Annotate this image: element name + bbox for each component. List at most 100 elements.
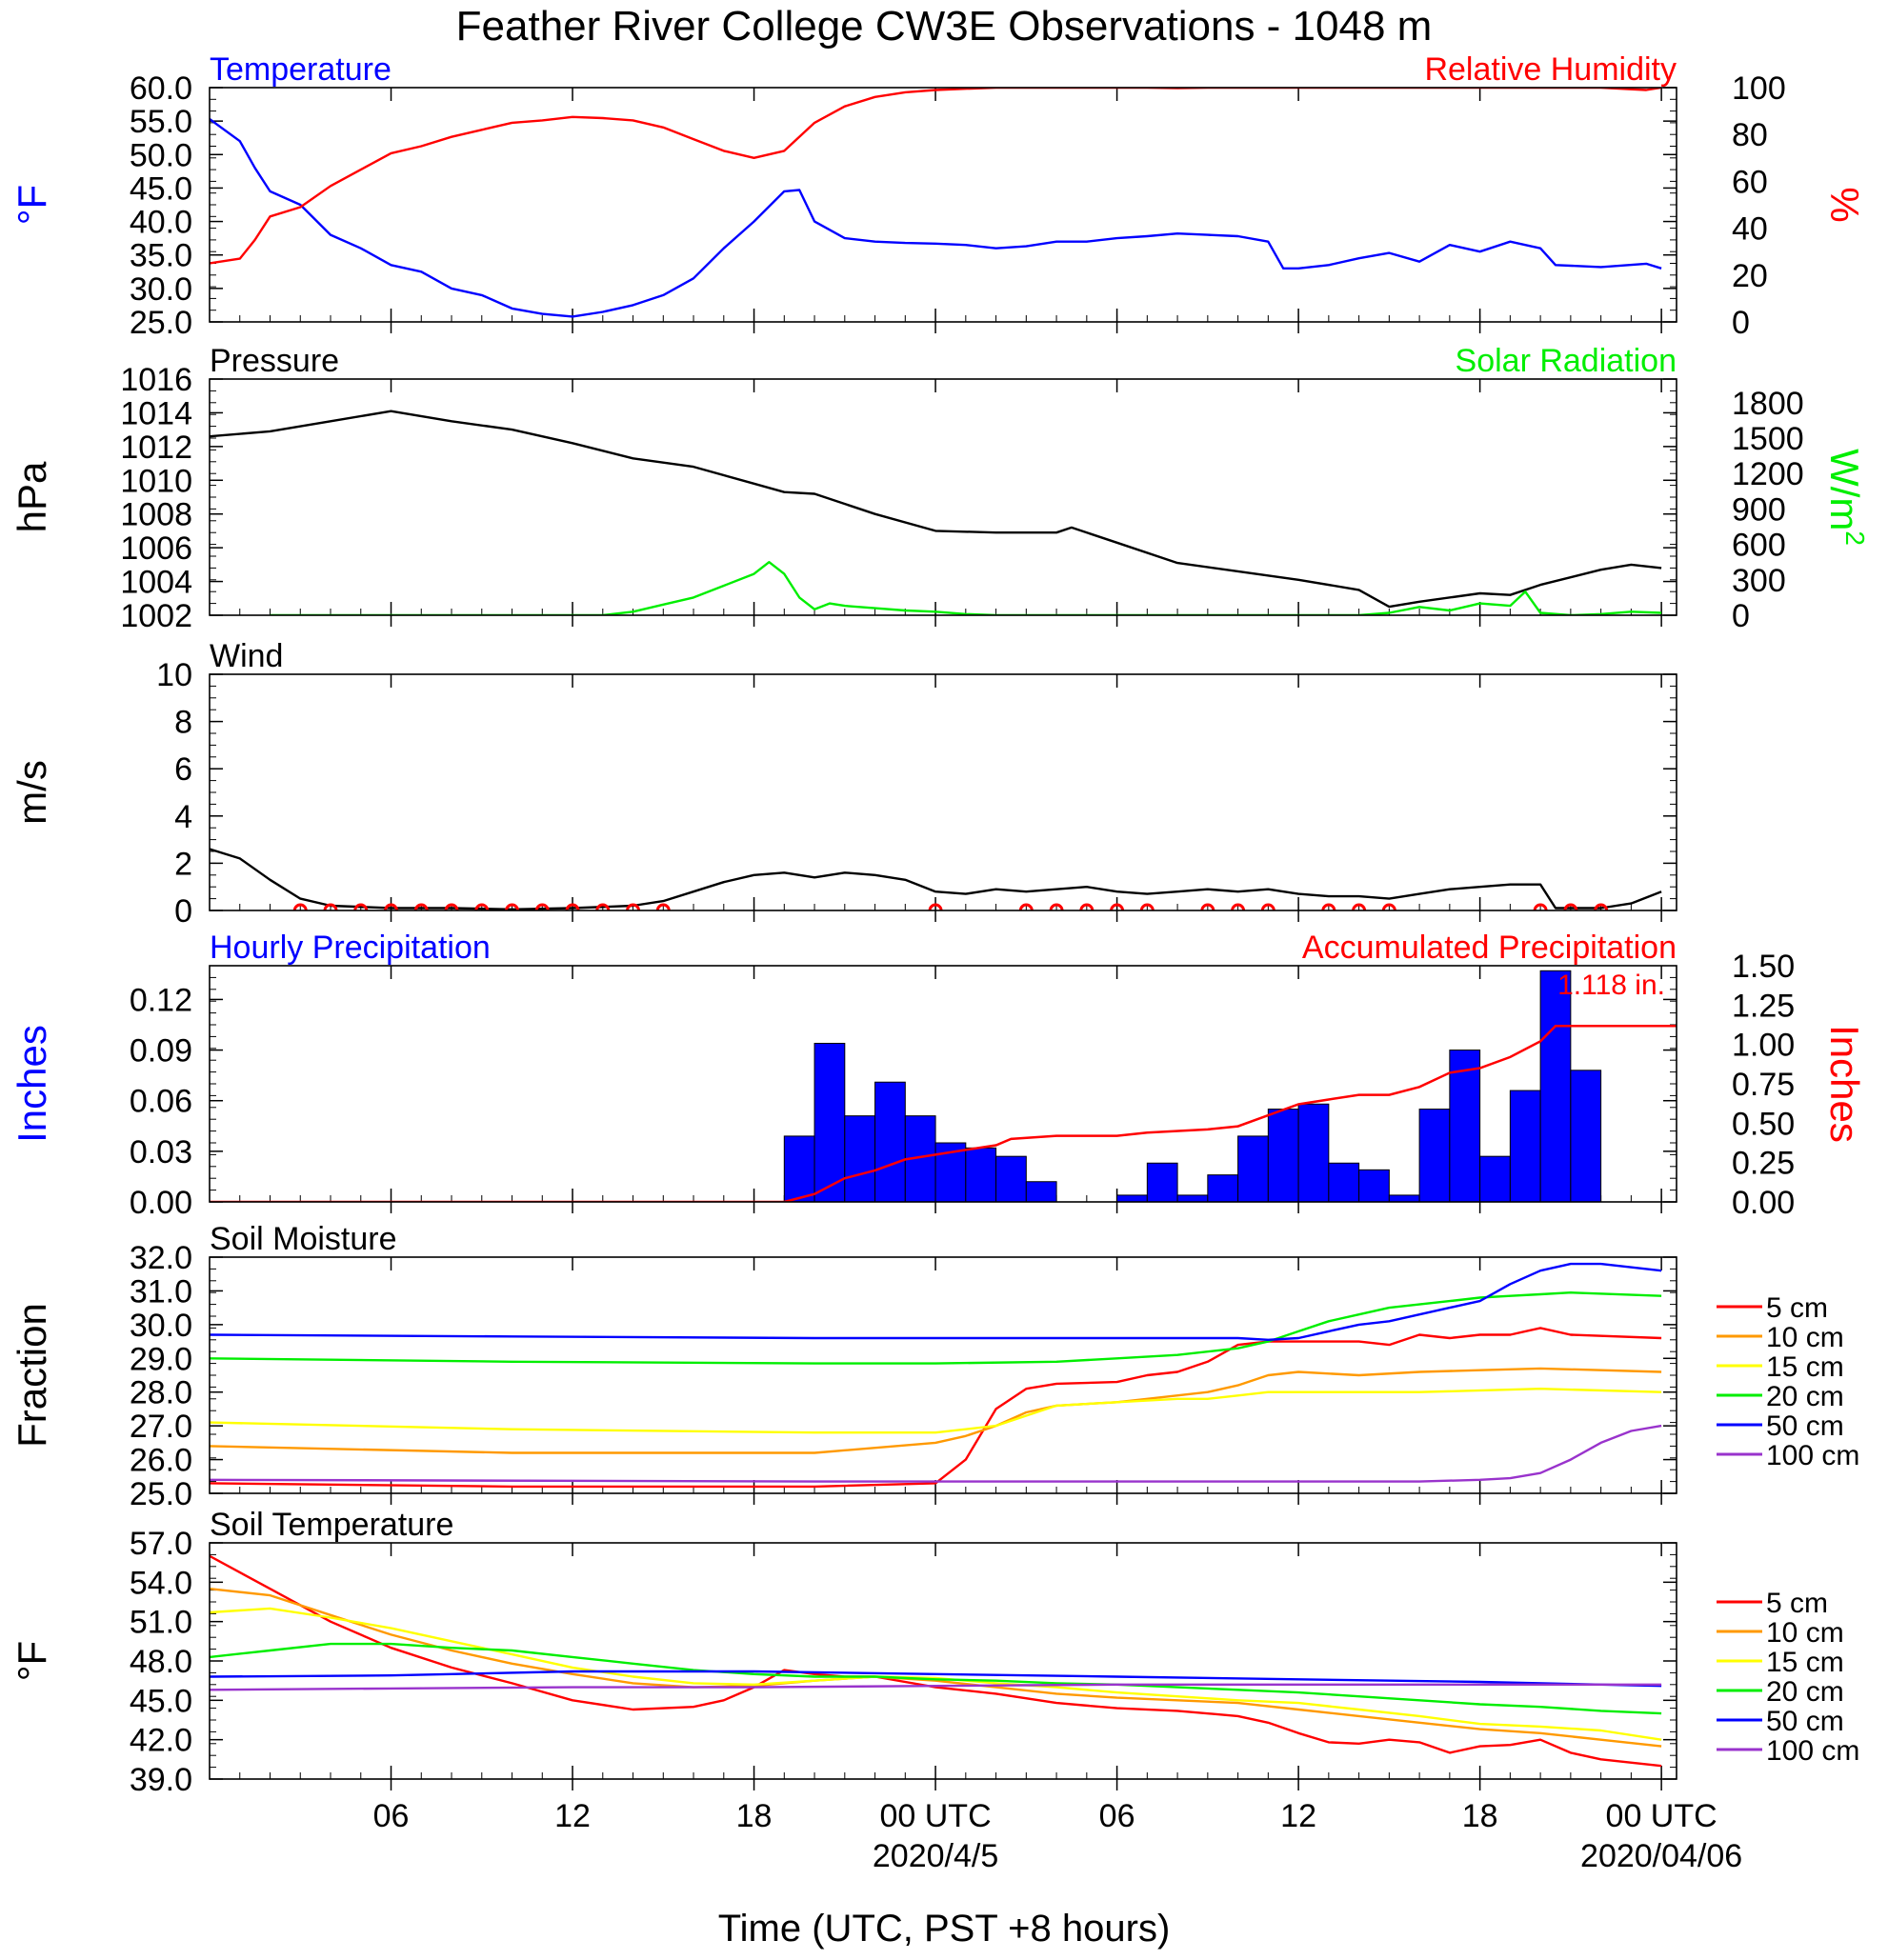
panel-temperature_humidity: 60.055.050.045.040.035.030.025.0 100 80 60 4… <box>10 51 1867 341</box>
y-tick-label-left: 39.0 <box>130 1762 192 1798</box>
y-tick-label-right: 0.50 <box>1732 1106 1795 1142</box>
y-tick-label-left: 2 <box>174 846 192 882</box>
calm-wind-marker <box>1018 903 1034 910</box>
plot-area <box>210 88 1662 318</box>
series-line-10-cm <box>210 1588 1662 1748</box>
y-axis-label-left: °F <box>10 185 54 225</box>
calm-wind-marker <box>444 903 459 910</box>
y-tick-label-left: 4 <box>174 799 192 835</box>
calm-wind-marker <box>655 903 671 910</box>
panel-frame <box>209 87 1677 323</box>
legend-label: 10 cm <box>1766 1322 1844 1353</box>
y-tick-label-left: 1012 <box>120 430 192 466</box>
calm-wind-marker <box>1200 903 1215 910</box>
panel-title-left: Wind <box>210 638 283 674</box>
legend-label: 15 cm <box>1766 1647 1844 1678</box>
calm-wind-marker <box>1079 903 1095 910</box>
accumulated-total-label: 1.118 in. <box>1557 970 1665 1001</box>
panel-title-left: Pressure <box>210 343 339 379</box>
precip-bar <box>1449 1050 1481 1202</box>
panel-title-right: Relative Humidity <box>1424 51 1677 88</box>
y-tick-label-left: 28.0 <box>130 1375 192 1411</box>
precip-bar <box>1207 1174 1239 1202</box>
y-tick-label-right: 1.00 <box>1732 1028 1795 1064</box>
y-tick-label-left: 0 <box>174 893 192 930</box>
panel-frame <box>209 673 1677 911</box>
y-tick-label-left: 32.0 <box>130 1240 192 1276</box>
series-line-15-cm <box>210 1607 1662 1741</box>
precip-bar <box>1570 1070 1602 1202</box>
y-tick-label-left: 26.0 <box>130 1443 192 1479</box>
precip-bar <box>1418 1109 1451 1202</box>
y-axis-label-left: m/s <box>10 760 54 825</box>
calm-wind-marker <box>413 903 429 910</box>
y-tick-label-right: 60 <box>1732 164 1768 200</box>
time-axis: 06 12 18 00 UTC 2020/4/5 06 12 18 00 UTC 2020/04/… <box>373 1798 1743 1874</box>
legend-label: 20 cm <box>1766 1676 1844 1708</box>
calm-wind-marker <box>505 903 520 910</box>
calm-wind-marker <box>928 903 943 910</box>
y-tick-label-left: 42.0 <box>130 1723 192 1759</box>
precip-bar <box>1146 1162 1178 1202</box>
calm-wind-marker <box>1139 903 1155 910</box>
legend-label: 100 cm <box>1766 1440 1859 1471</box>
precip-bar <box>1267 1109 1299 1202</box>
legend-label: 15 cm <box>1766 1351 1844 1383</box>
y-tick-label-left: 1010 <box>120 463 192 499</box>
y-tick-label-left: 25.0 <box>130 305 192 341</box>
y-axis-label-right: Inches <box>1822 1025 1867 1143</box>
precip-bar <box>1509 1090 1541 1202</box>
y-axis-label-left: Inches <box>10 1025 54 1143</box>
y-tick-label-right: 1200 <box>1732 456 1804 492</box>
series-line-5-cm <box>210 1327 1662 1489</box>
precip-bar <box>783 1135 815 1202</box>
precip-bar <box>1328 1162 1360 1202</box>
y-tick-label-right: 80 <box>1732 117 1768 153</box>
y-tick-label-right: 300 <box>1732 563 1786 599</box>
precip-bar <box>1237 1135 1269 1202</box>
y-tick-label-left: 1006 <box>120 530 192 567</box>
y-axis-label-left: hPa <box>10 461 54 532</box>
calm-wind-marker <box>1110 903 1125 910</box>
precip-bar <box>1539 970 1572 1202</box>
y-tick-label-left: 0.03 <box>130 1134 192 1170</box>
y-tick-label-left: 8 <box>174 705 192 741</box>
calm-wind-marker <box>534 903 550 910</box>
precip-bar <box>965 1147 997 1202</box>
precip-bar <box>1025 1181 1057 1202</box>
legend-label: 10 cm <box>1766 1617 1844 1649</box>
x-date-label: 2020/4/5 <box>873 1838 998 1874</box>
series-line-50-cm <box>210 1670 1662 1688</box>
y-tick-label-right: 1800 <box>1732 386 1804 422</box>
calm-wind-marker <box>626 903 641 910</box>
legend-label: 50 cm <box>1766 1706 1844 1737</box>
y-tick-label-left: 1008 <box>120 497 192 533</box>
y-tick-label-left: 54.0 <box>130 1565 192 1601</box>
legend-label: 5 cm <box>1766 1292 1828 1324</box>
panel-wind: 10 8 6 4 2 0 Wind m/s <box>10 638 1677 930</box>
y-tick-label-left: 45.0 <box>130 170 192 207</box>
y-tick-label-left: 50.0 <box>130 137 192 173</box>
x-tick-label: 06 <box>373 1798 410 1834</box>
y-axis-label-right: W/m2 <box>1822 449 1870 546</box>
x-tick-label: 00 UTC <box>879 1798 991 1834</box>
y-tick-label-left: 1014 <box>120 395 192 431</box>
calm-wind-marker <box>1563 903 1578 910</box>
y-tick-label-left: 35.0 <box>130 238 192 274</box>
calm-wind-marker <box>1594 903 1609 910</box>
y-tick-label-left: 57.0 <box>130 1526 192 1562</box>
figure-title: Feather River College CW3E Observations … <box>456 3 1433 50</box>
calm-wind-marker <box>1321 903 1336 910</box>
y-tick-label-left: 0.09 <box>130 1033 192 1070</box>
y-tick-label-left: 10 <box>156 657 192 693</box>
series-line-100-cm <box>210 1424 1662 1483</box>
series-line-50-cm <box>210 1262 1662 1341</box>
series-line-relative-humidity <box>210 88 1662 265</box>
panel-precipitation: 0.12 0.09 0.06 0.03 0.00 1.501.25 1.000.750.50… <box>10 930 1867 1221</box>
calm-wind-marker <box>353 903 369 910</box>
series-line-20-cm <box>210 1291 1662 1365</box>
series-line-wind-speed <box>210 848 1662 910</box>
y-axis-label-right: % <box>1822 187 1867 222</box>
